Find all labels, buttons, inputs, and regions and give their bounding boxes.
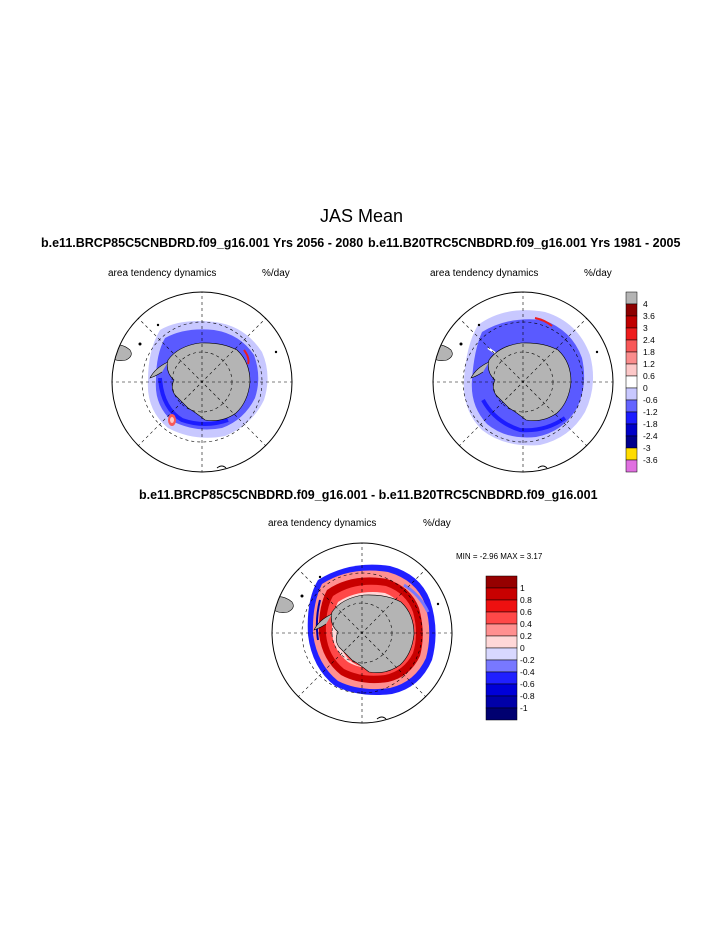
colorbar-top-swatch [625,339,638,353]
colorbar-top-swatch [625,411,638,425]
colorbar-diff-tick-label: -0.4 [520,667,535,677]
colorbar-top-tick-label: 1.2 [643,359,655,369]
colorbar-diff-swatch [485,623,518,637]
colorbar-top-tick-label: -0.6 [643,395,658,405]
colorbar-top-tick-label: -1.2 [643,407,658,417]
colorbar-diff-swatch [485,671,518,685]
colorbar-diff-tick-label: 1 [520,583,525,593]
max-value: 3.17 [526,552,543,561]
panel-1-left-label: area tendency dynamics [108,268,217,279]
diff-south-america [273,596,294,613]
colorbar-diff-tick-label: 0.4 [520,619,532,629]
colorbar-top-swatch [625,447,638,461]
colorbar-top-tick-label: 0.6 [643,371,655,381]
colorbar-diff: 1 0.8 0.6 0.4 0.2 0 -0.2 -0.4 -0.6 -0.8 -1 [485,575,535,721]
panel-2-left-label: area tendency dynamics [430,268,539,279]
colorbar-diff-tick-label: -1 [520,703,528,713]
colorbar-diff-swatch [485,635,518,649]
diff-map [271,542,453,724]
colorbar-diff-swatch [485,659,518,673]
panel-2-case-title: b.e11.B20TRC5CNBDRD.f09_g16.001 Yrs 1981… [368,236,681,250]
colorbar-top: 4 3.6 3 2.4 1.8 1.2 0.6 0 -0.6 -1.2 -1.8 -2.4 -3 -3.6 [625,291,658,473]
max-label: MAX = [500,552,525,561]
colorbar-top-swatch [625,327,638,341]
colorbar-diff-tick-label: 0 [520,643,525,653]
diff-case-title: b.e11.BRCP85C5CNBDRD.f09_g16.001 - b.e11… [139,488,598,502]
panel-1-units: %/day [262,268,290,279]
colorbar-diff-tick-label: -0.8 [520,691,535,701]
figure-title: JAS Mean [319,206,404,226]
diff-units: %/day [423,518,451,529]
min-label: MIN = [456,552,478,561]
colorbar-diff-tick-label: 0.6 [520,607,532,617]
colorbar-diff-swatch [485,695,518,709]
colorbar-top-swatch [625,291,638,305]
colorbar-top-swatch [625,387,638,401]
colorbar-top-swatch [625,351,638,365]
colorbar-diff-swatch [485,683,518,697]
panel-1-map [111,291,293,473]
colorbar-diff-swatch [485,575,518,589]
colorbar-diff-swatch [485,707,518,721]
colorbar-top-swatch [625,375,638,389]
colorbar-diff-swatch [485,587,518,601]
diff-left-label: area tendency dynamics [268,518,377,529]
colorbar-top-tick-label: 3 [643,323,648,333]
panel-2-units: %/day [584,268,612,279]
colorbar-diff-tick-label: 0.8 [520,595,532,605]
colorbar-top-tick-label: 4 [643,299,648,309]
diff-antarctica [330,594,415,673]
colorbar-top-swatch [625,459,638,473]
panel-2-map [432,291,614,473]
colorbar-top-tick-label: 2.4 [643,335,655,345]
diff-minmax: MIN = -2.96 MAX = 3.17 [456,552,542,561]
colorbar-top-swatch [625,399,638,413]
colorbar-top-swatch [625,303,638,317]
colorbar-diff-swatch [485,611,518,625]
colorbar-diff-swatch [485,647,518,661]
colorbar-top-swatch [625,363,638,377]
colorbar-top-tick-label: -2.4 [643,431,658,441]
min-value: -2.96 [479,552,499,561]
colorbar-diff-swatch [485,599,518,613]
colorbar-top-tick-label: -3.6 [643,455,658,465]
colorbar-top-tick-label: 0 [643,383,648,393]
colorbar-diff-tick-label: -0.6 [520,679,535,689]
colorbar-top-tick-label: -1.8 [643,419,658,429]
colorbar-top-tick-label: 1.8 [643,347,655,357]
colorbar-top-tick-label: 3.6 [643,311,655,321]
colorbar-diff-tick-label: -0.2 [520,655,535,665]
colorbar-top-tick-label: -3 [643,443,651,453]
colorbar-top-swatch [625,423,638,437]
colorbar-top-swatch [625,435,638,449]
colorbar-top-swatch [625,315,638,329]
colorbar-diff-tick-label: 0.2 [520,631,532,641]
panel-1-case-title: b.e11.BRCP85C5CNBDRD.f09_g16.001 Yrs 205… [41,236,364,250]
